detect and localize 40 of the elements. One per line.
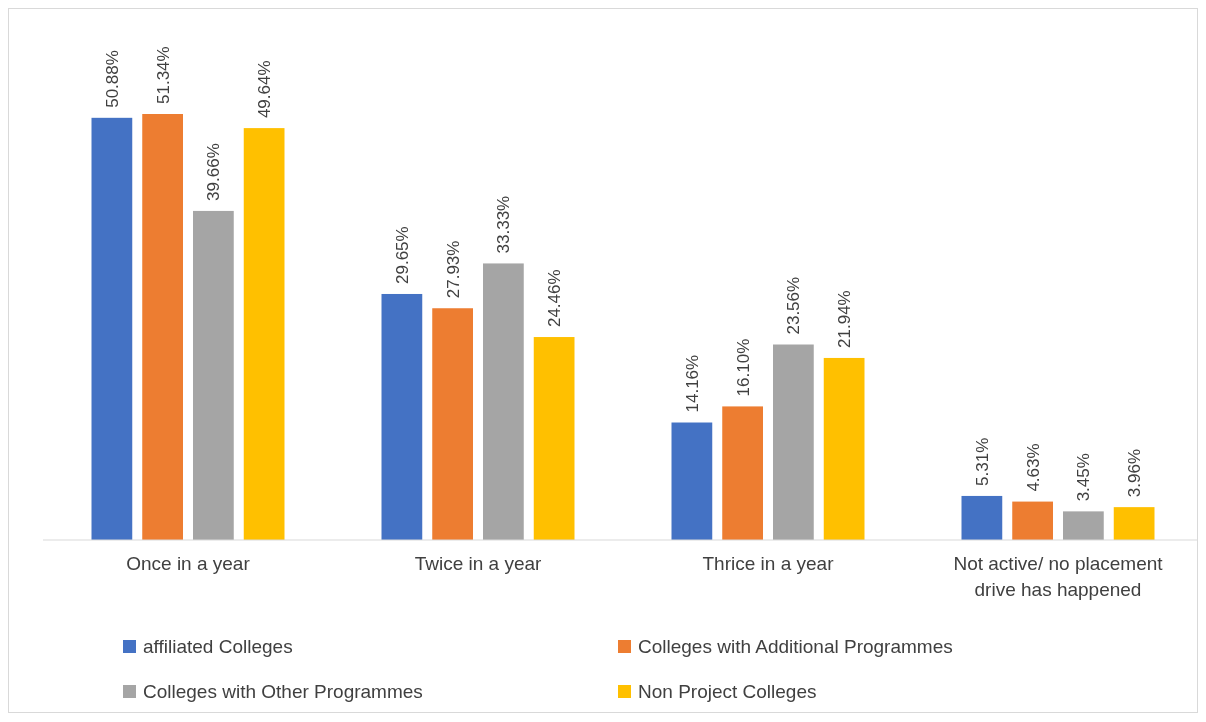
legend-label: Colleges with Other Programmes [143,681,423,702]
x-tick-label: Twice in a year [414,553,543,574]
data-label: 27.93% [443,240,463,299]
data-label: 14.16% [682,354,702,413]
data-label: 33.33% [494,195,514,254]
legend-label: Colleges with Additional Programmes [638,636,953,657]
data-label: 24.46% [545,269,565,328]
bar [1113,507,1155,540]
bar [483,263,524,540]
data-label: 4.63% [1023,443,1043,492]
bar [1063,511,1104,540]
data-label: 21.94% [835,290,855,348]
data-label: 5.31% [972,437,992,486]
data-label: 50.88% [102,50,122,108]
data-label: 29.65% [392,226,412,284]
legend-label: Non Project Colleges [638,681,817,702]
data-label: 39.66% [204,143,224,201]
x-tick-label: Once in a year [126,553,251,574]
bar [533,337,575,540]
bar [432,308,473,540]
data-label: 51.34% [153,46,173,104]
bar [722,406,763,540]
bar [381,293,423,540]
bar [773,344,814,540]
bar [823,357,865,540]
bar [142,114,183,540]
bar [193,210,234,540]
data-label: 23.56% [784,276,804,335]
x-tick-label: Thrice in a year [702,553,835,574]
bar [961,495,1003,540]
data-label: 3.96% [1125,448,1145,498]
data-label: 16.10% [733,338,753,397]
bar [671,422,713,540]
data-label: 49.64% [255,60,275,119]
bar [1012,501,1053,540]
bar [91,117,133,540]
bar [243,128,285,540]
data-label: 3.45% [1074,453,1094,502]
legend-label: affiliated Colleges [143,636,293,657]
x-tick-label: Not active/ no placement drive has happened [953,553,1164,600]
